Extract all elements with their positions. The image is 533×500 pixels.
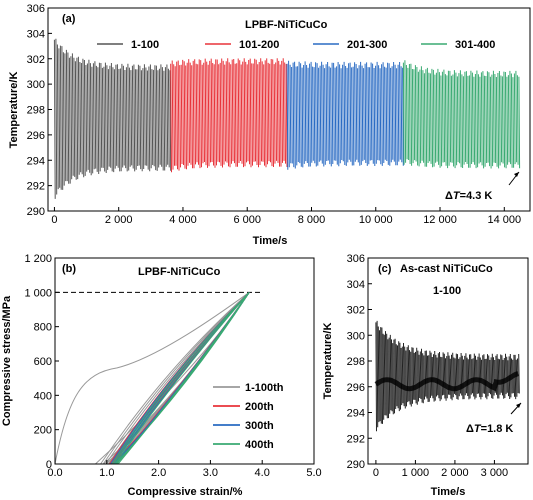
x-tick-label: 3.0 xyxy=(203,467,218,479)
panel-c-label: (c) xyxy=(378,263,392,275)
x-tick-label: 2 000 xyxy=(441,467,469,479)
panel-c-plot xyxy=(374,320,520,432)
y-tick-label: 1 200 xyxy=(24,253,52,265)
y-tick-label: 296 xyxy=(347,382,365,394)
x-tick-label: 2.0 xyxy=(151,467,166,479)
series-301-400-line xyxy=(402,60,521,169)
panel-c-ticks: 0 1 000 2 000 3 000 290 292 294 296 298 300 302 304… xyxy=(347,253,509,479)
panel-b-ylabel: Compressive stress/MPa xyxy=(1,295,13,426)
series-1-100th-first-cycle xyxy=(54,291,250,465)
y-tick-label: 296 xyxy=(27,130,45,142)
y-tick-label: 292 xyxy=(27,181,45,193)
panel-c-arrowhead xyxy=(516,403,521,408)
y-tick-label: 0 xyxy=(46,459,52,471)
series-1-100-line xyxy=(53,38,172,199)
legend-label-301-400: 301-400 xyxy=(455,39,495,51)
y-tick-label: 290 xyxy=(347,459,365,471)
x-tick-label: 10 000 xyxy=(359,214,393,226)
x-tick-label: 0 xyxy=(51,214,57,226)
panel-b-plot xyxy=(54,291,263,465)
y-tick-label: 300 xyxy=(347,330,365,342)
panel-a-plot xyxy=(53,38,521,199)
x-tick-label: 5.0 xyxy=(306,467,321,479)
panel-b-label: (b) xyxy=(62,263,76,275)
series-101-200-line xyxy=(170,58,288,173)
legend-label-1-100: 1-100 xyxy=(131,39,159,51)
y-tick-label: 302 xyxy=(347,305,365,317)
panel-a-annotation: ΔT=4.3 K xyxy=(445,171,520,202)
y-tick-label: 298 xyxy=(27,105,45,117)
y-tick-label: 298 xyxy=(347,356,365,368)
panel-c-delta-t: ΔT=1.8 K xyxy=(466,423,513,435)
x-tick-label: 1.0 xyxy=(99,467,114,479)
series-400th-loop xyxy=(114,292,250,465)
y-tick-label: 290 xyxy=(27,206,45,218)
legend-label-101-200: 101-200 xyxy=(239,39,279,51)
y-tick-label: 200 xyxy=(34,425,52,437)
panel-a-delta-t: ΔT=4.3 K xyxy=(445,190,492,202)
x-tick-label: 0.0 xyxy=(47,467,62,479)
legend-label-400th: 400th xyxy=(245,439,274,451)
panel-b-title: LPBF-NiTiCuCo xyxy=(138,266,221,278)
panel-b-xlabel: Compressive strain/% xyxy=(128,486,243,498)
y-tick-label: 400 xyxy=(34,390,52,402)
panel-a-ticks: 0 2 000 4 000 6 000 8 000 10 000 12 000 14 000 2… xyxy=(27,3,521,226)
x-tick-label: 4 000 xyxy=(169,214,197,226)
y-tick-label: 600 xyxy=(34,356,52,368)
x-tick-label: 4.0 xyxy=(255,467,270,479)
y-tick-label: 300 xyxy=(27,79,45,91)
panel-c-title: As-cast NiTiCuCo xyxy=(400,263,493,275)
y-tick-label: 306 xyxy=(27,3,45,15)
panel-c-subtitle: 1-100 xyxy=(433,285,461,297)
legend-label-200th: 200th xyxy=(245,401,274,413)
panel-a-label: (a) xyxy=(62,13,76,25)
panel-c-xlabel: Time/s xyxy=(431,486,466,498)
legend-label-300th: 300th xyxy=(245,420,274,432)
x-tick-label: 3 000 xyxy=(481,467,509,479)
y-tick-label: 294 xyxy=(347,408,365,420)
panel-a-arrowhead xyxy=(514,172,519,177)
x-tick-label: 1 000 xyxy=(402,467,430,479)
panel-c: 0 1 000 2 000 3 000 290 292 294 296 298 300 302 304… xyxy=(322,253,529,498)
panel-c-ylabel: Temperature/K xyxy=(322,323,334,400)
x-tick-label: 6 000 xyxy=(233,214,261,226)
x-tick-label: 12 000 xyxy=(423,214,457,226)
x-tick-label: 14 000 xyxy=(487,214,521,226)
legend-label-201-300: 201-300 xyxy=(347,39,387,51)
panel-a: 0 2 000 4 000 6 000 8 000 10 000 12 000 14 000 2… xyxy=(8,3,531,247)
panel-c-annotation: ΔT=1.8 K xyxy=(466,402,522,435)
y-tick-label: 304 xyxy=(347,279,365,291)
y-tick-label: 800 xyxy=(34,322,52,334)
x-tick-label: 0 xyxy=(373,467,379,479)
x-tick-label: 2 000 xyxy=(105,214,133,226)
panel-b: 0.0 1.0 2.0 3.0 4.0 5.0 0 200 400 600 800 1 000 1 20… xyxy=(1,253,322,498)
panel-a-legend: 1-100 101-200 201-300 301-400 xyxy=(97,39,495,51)
panel-a-xlabel: Time/s xyxy=(253,235,288,247)
panel-a-title: LPBF-NiTiCuCo xyxy=(245,19,328,31)
panel-c-midline-band xyxy=(374,371,519,392)
legend-label-1-100th: 1-100th xyxy=(245,382,284,394)
series-201-300-line xyxy=(286,60,404,170)
y-tick-label: 292 xyxy=(347,433,365,445)
x-tick-label: 8 000 xyxy=(298,214,326,226)
panel-a-ylabel: Temperature/K xyxy=(8,72,20,149)
y-tick-label: 294 xyxy=(27,155,45,167)
y-tick-label: 304 xyxy=(27,28,45,40)
y-tick-label: 302 xyxy=(27,54,45,66)
series-trace-line xyxy=(375,320,520,432)
y-tick-label: 1 000 xyxy=(24,287,52,299)
panel-b-ticks: 0.0 1.0 2.0 3.0 4.0 5.0 0 200 400 600 800 1 000 1 20… xyxy=(24,253,321,479)
y-tick-label: 306 xyxy=(347,253,365,265)
panel-b-legend: 1-100th 200th 300th 400th xyxy=(213,382,284,451)
